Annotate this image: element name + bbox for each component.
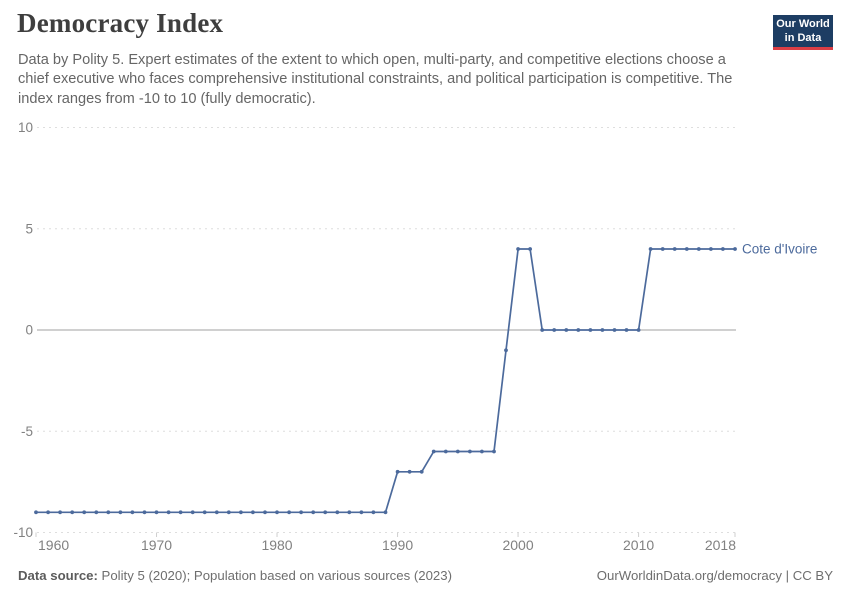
data-point [588, 328, 593, 332]
data-point [263, 510, 267, 515]
data-point [178, 510, 183, 515]
data-point [660, 247, 665, 251]
owid-credit-link[interactable]: OurWorldinData.org/democracy | CC BY [596, 568, 833, 583]
data-point [419, 469, 424, 474]
data-point [395, 469, 400, 474]
data-point [335, 510, 340, 515]
data-point [34, 510, 38, 515]
y-axis-label: -5 [21, 424, 33, 439]
y-axis-label: 10 [18, 120, 33, 135]
data-point [492, 449, 496, 454]
data-point [190, 510, 195, 515]
series-entity-label[interactable]: Cote d'Ivoire [742, 242, 817, 257]
data-source-text: Polity 5 (2020); Population based on var… [97, 568, 452, 583]
data-point [94, 510, 99, 515]
data-point [226, 510, 231, 515]
data-source-note: Data source: Polity 5 (2020); Population… [18, 568, 452, 583]
owid-logo-line2: in Data [784, 31, 822, 44]
data-point [443, 449, 448, 454]
chart-footer: Data source: Polity 5 (2020); Population… [18, 568, 833, 583]
y-axis-label: 0 [25, 323, 33, 338]
data-point [383, 510, 388, 515]
data-point [576, 328, 581, 332]
data-point [106, 510, 111, 515]
data-point [46, 510, 50, 515]
x-axis-label: 1990 [382, 537, 413, 553]
x-axis-label: 2010 [623, 537, 654, 553]
data-point [82, 510, 87, 515]
x-axis-label: 1980 [261, 537, 292, 553]
owid-logo-line1: Our World [776, 18, 830, 30]
data-point [696, 247, 701, 251]
chart-subtitle: Data by Polity 5. Expert estimates of th… [18, 51, 732, 109]
data-point [552, 328, 557, 332]
data-point [455, 449, 460, 454]
data-point [624, 328, 629, 332]
data-point [142, 510, 147, 515]
series-line[interactable] [35, 248, 736, 514]
data-point [58, 510, 62, 515]
subtitle-line: Data by Polity 5. Expert estimates of th… [18, 52, 726, 68]
data-point [684, 247, 689, 251]
data-point [733, 247, 737, 251]
data-point [431, 449, 436, 454]
data-point [504, 348, 508, 353]
data-point [600, 328, 605, 332]
data-point [287, 510, 291, 515]
data-point [359, 510, 364, 515]
data-point [166, 510, 171, 515]
series-points [34, 247, 737, 515]
data-point [154, 510, 159, 515]
data-point [202, 510, 207, 515]
data-point [540, 328, 545, 332]
data-point [371, 510, 376, 515]
data-point [468, 449, 472, 454]
data-point [480, 449, 484, 454]
data-point [214, 510, 219, 515]
data-point [347, 510, 352, 515]
x-axis: 1960 1970 1980 1990 2000 2010 2018 [35, 532, 736, 553]
data-point [516, 247, 520, 251]
y-axis-label: 5 [25, 221, 33, 236]
data-point [275, 510, 279, 515]
x-axis-label: 2000 [502, 537, 533, 553]
y-axis-label: -10 [13, 525, 33, 540]
data-point [239, 510, 243, 515]
data-point [528, 247, 532, 251]
data-point [323, 510, 328, 515]
x-axis-label: 1970 [141, 537, 172, 553]
owid-logo: Our World in Data [773, 15, 833, 50]
data-point [709, 247, 713, 251]
x-axis-label: 2018 [705, 537, 736, 553]
data-point [70, 510, 75, 515]
data-point [407, 469, 412, 474]
data-point [130, 510, 135, 515]
subtitle-line: index ranges from -10 to 10 (fully democ… [18, 90, 316, 107]
data-point [118, 510, 123, 515]
data-point [612, 328, 617, 332]
page-title: Democracy Index [17, 8, 224, 38]
data-point [721, 247, 725, 251]
data-point [299, 510, 303, 515]
data-point [672, 247, 677, 251]
subtitle-line: chief executive who faces comprehensive … [18, 71, 733, 88]
data-point [564, 328, 569, 332]
x-axis-label: 1960 [38, 537, 69, 553]
data-point [636, 328, 641, 332]
data-source-label: Data source: [18, 568, 98, 583]
data-point [311, 510, 316, 515]
data-point [251, 510, 255, 515]
data-point [648, 247, 653, 251]
